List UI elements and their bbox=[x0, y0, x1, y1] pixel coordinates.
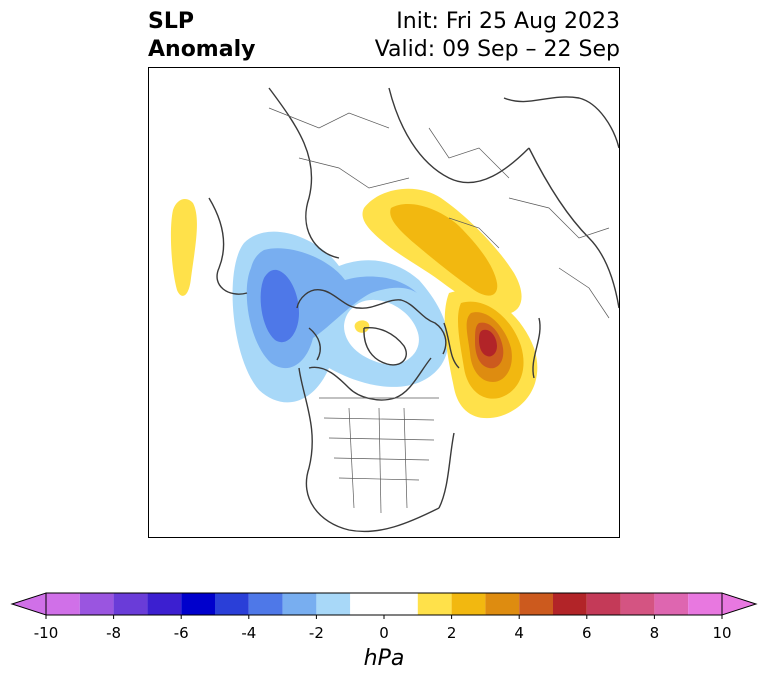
title-variable: SLP bbox=[148, 9, 194, 34]
colorbar-tick-label: -10 bbox=[33, 624, 59, 642]
map-svg bbox=[170, 87, 619, 533]
anomaly-canada-negative bbox=[232, 231, 449, 403]
colorbar-bin bbox=[451, 593, 486, 615]
colorbar-bin bbox=[316, 593, 351, 615]
colorbar-tick-label: -2 bbox=[308, 624, 324, 642]
map-panel bbox=[148, 67, 620, 538]
colorbar-bin bbox=[181, 593, 215, 615]
title-type: Anomaly bbox=[148, 37, 256, 62]
colorbar-bin bbox=[79, 593, 114, 615]
colorbar-bin bbox=[553, 593, 587, 615]
colorbar-bin bbox=[586, 593, 621, 615]
colorbar-tick-label: 6 bbox=[582, 624, 592, 642]
coastlines bbox=[208, 87, 619, 533]
colorbar-bin bbox=[46, 593, 80, 615]
colorbar-tick-label: -8 bbox=[106, 624, 122, 642]
colorbar-bin bbox=[654, 593, 689, 615]
colorbar-tick-label: 0 bbox=[379, 624, 389, 642]
colorbar-bin bbox=[248, 593, 283, 615]
colorbar-bin bbox=[350, 593, 418, 615]
title-left: SLP Anomaly bbox=[148, 8, 255, 64]
colorbar-bin bbox=[485, 593, 520, 615]
colorbar-bin bbox=[215, 593, 249, 615]
colorbar-tick-label: 4 bbox=[514, 624, 524, 642]
valid-range: Valid: 09 Sep – 22 Sep bbox=[374, 37, 620, 62]
colorbar-extend-max bbox=[721, 592, 758, 616]
anomaly-pacific-positive bbox=[444, 290, 538, 419]
colorbar-extend-min bbox=[10, 592, 47, 616]
colorbar-tick-label: 10 bbox=[712, 624, 732, 642]
colorbar-tick-label: -6 bbox=[173, 624, 189, 642]
colorbar-bin bbox=[519, 593, 553, 615]
anomaly-pole-positive bbox=[354, 320, 370, 333]
colorbar-bin bbox=[282, 593, 317, 615]
title-right: Init: Fri 25 Aug 2023 Valid: 09 Sep – 22… bbox=[375, 8, 620, 64]
colorbar-bin bbox=[147, 593, 182, 615]
init-date: Init: Fri 25 Aug 2023 bbox=[396, 9, 620, 34]
colorbar-bin bbox=[113, 593, 148, 615]
colorbar-bin bbox=[417, 593, 452, 615]
colorbar-bin bbox=[620, 593, 655, 615]
colorbar-bin bbox=[688, 593, 722, 615]
anomaly-eurasia-positive bbox=[362, 188, 522, 314]
colorbar-tick-label: 8 bbox=[649, 624, 660, 642]
colorbar-tick-label: 2 bbox=[446, 624, 457, 642]
anomaly-atlantic-positive bbox=[170, 198, 197, 296]
colorbar-unit-label: hPa bbox=[363, 646, 405, 671]
political-borders bbox=[268, 107, 610, 514]
colorbar-tick-label: -4 bbox=[241, 624, 257, 642]
colorbar bbox=[10, 592, 758, 619]
